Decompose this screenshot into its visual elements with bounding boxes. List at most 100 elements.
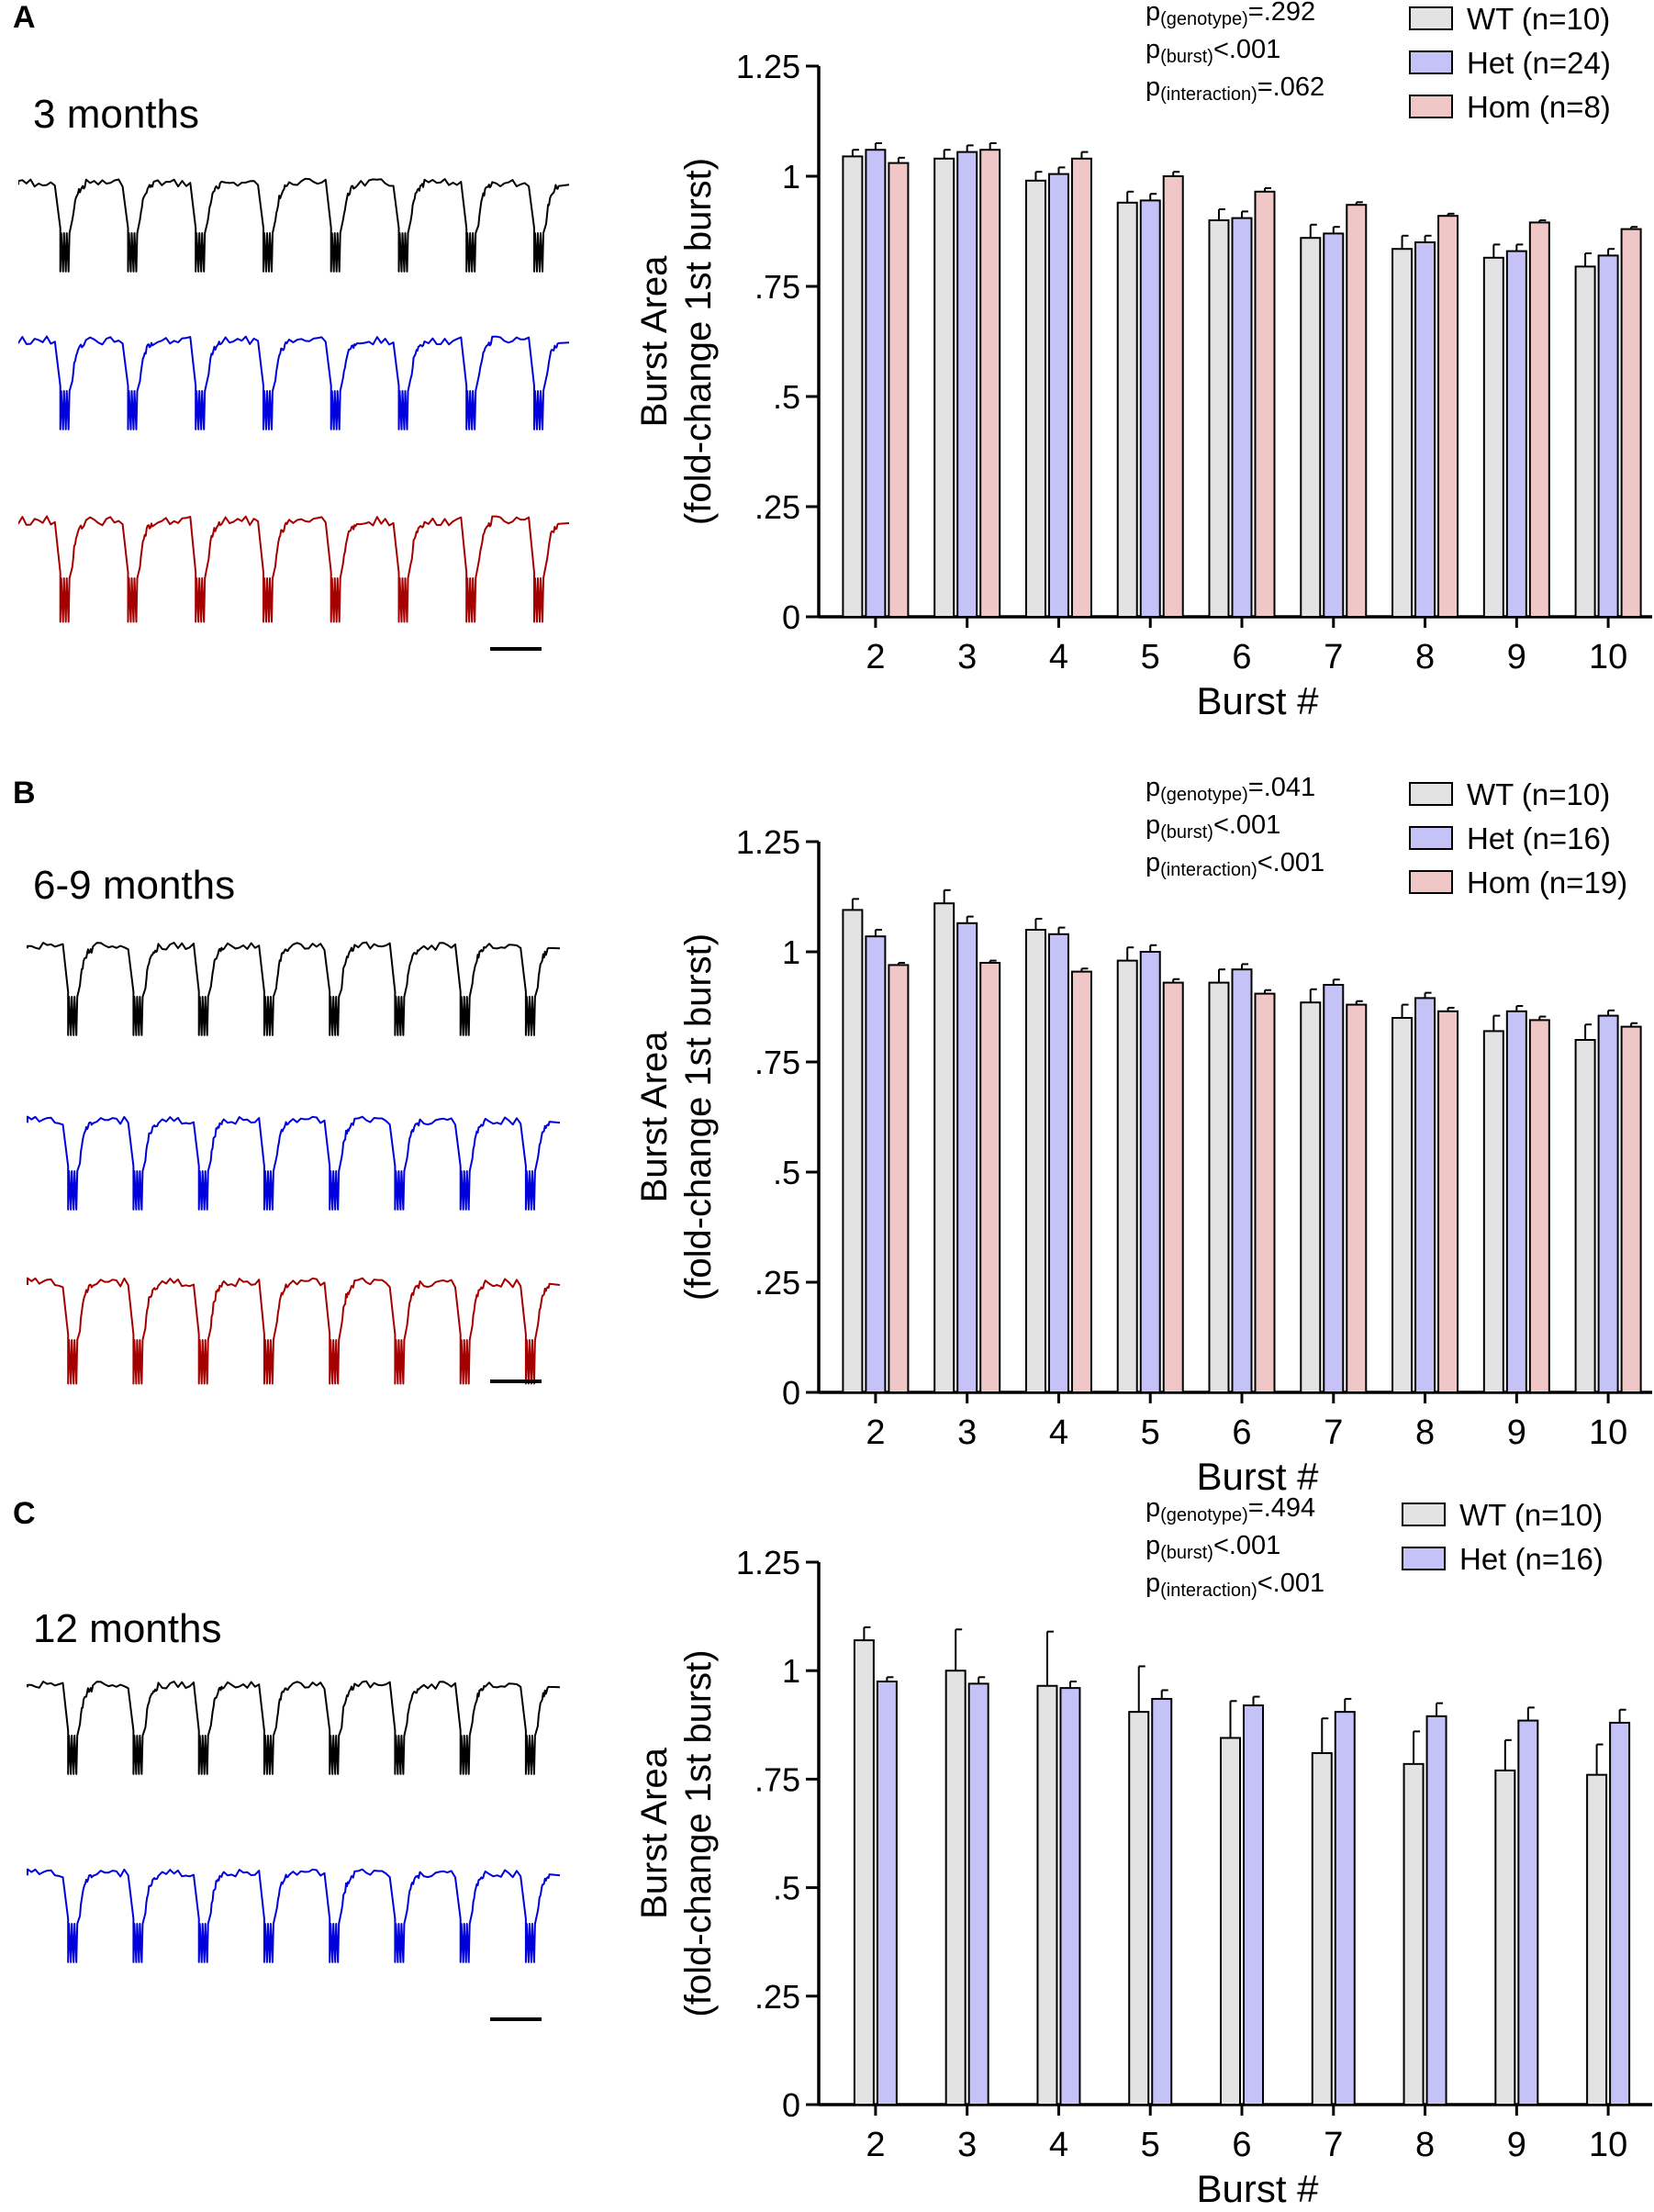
bar-wt — [1311, 1752, 1333, 2106]
trace-hom — [18, 515, 569, 623]
stat-text: p(interaction)<.001 — [1146, 848, 1324, 880]
bar-wt — [1586, 1773, 1608, 2106]
y-axis-label: Burst Area (fold-change 1st burst) — [634, 933, 719, 1301]
y-tick-label: .5 — [773, 378, 800, 416]
y-tick-label: 1.25 — [736, 823, 800, 861]
trace-wt — [27, 1680, 561, 1775]
bar-hom — [1346, 1003, 1368, 1393]
y-tick-label: .25 — [754, 1264, 800, 1302]
age-label: 6-9 months — [33, 863, 236, 908]
age-label: 3 months — [33, 92, 199, 137]
bar-hom — [979, 149, 1001, 618]
x-tick-label: 8 — [1415, 638, 1435, 676]
bar-het — [1505, 250, 1527, 618]
legend-label: Hom (n=19) — [1467, 866, 1627, 899]
legend-swatch-wt — [1409, 782, 1453, 806]
bar-het — [865, 935, 887, 1393]
legend-swatch-het — [1409, 826, 1453, 850]
bar-het — [956, 922, 978, 1394]
legend-label: WT (n=10) — [1459, 1498, 1603, 1532]
bar-het — [1243, 1704, 1264, 2106]
x-axis-label: Burst # — [1196, 679, 1319, 722]
x-tick-label: 8 — [1415, 2126, 1435, 2164]
bar-hom — [1254, 992, 1276, 1393]
x-tick-label: 7 — [1324, 1413, 1343, 1452]
bar-chart-c: Burst Area (fold-change 1st burst) 0 .25 .5.… — [634, 1493, 1652, 2210]
legend-label: Het (n=16) — [1467, 821, 1611, 855]
bar-wt — [1574, 1039, 1596, 1393]
trace-het — [27, 1115, 561, 1211]
stat-text: p(genotype)=.041 — [1146, 773, 1315, 805]
y-tick-label: 1 — [782, 1652, 800, 1690]
bar-wt — [1391, 1017, 1414, 1393]
bar-hom — [1437, 215, 1459, 618]
legend-swatch-hom — [1409, 95, 1453, 118]
bar-het — [1609, 1721, 1631, 2106]
bar-het — [1505, 1010, 1527, 1393]
panel-letter: A — [13, 0, 36, 35]
y-tick-label: .75 — [754, 268, 800, 306]
bar-wt — [944, 1670, 967, 2106]
bar-wt — [1220, 1737, 1241, 2106]
x-tick-label: 2 — [866, 2126, 885, 2164]
bar-wt — [1024, 179, 1046, 619]
bar-hom — [888, 964, 910, 1393]
bar-hom — [1620, 228, 1642, 618]
bar-wt — [1116, 201, 1138, 619]
stat-text: p(interaction)=.062 — [1146, 73, 1324, 105]
y-tick-label: .25 — [754, 488, 800, 526]
bar-hom — [1254, 190, 1276, 619]
x-tick-label: 3 — [957, 1413, 977, 1452]
bar-hom — [1528, 221, 1550, 618]
stat-text: p(burst)<.001 — [1146, 1531, 1280, 1563]
trace-wt — [18, 177, 569, 273]
legend-swatch-wt — [1402, 1503, 1446, 1526]
bar-het — [967, 1682, 989, 2106]
bar-wt — [1300, 237, 1322, 618]
panel-a: A 3 months Burst Area (fold-change 1st bu… — [0, 0, 1654, 753]
y-tick-label: 1.25 — [736, 48, 800, 85]
bar-wt — [842, 909, 864, 1393]
scale-bar — [490, 647, 542, 651]
bar-het — [1323, 232, 1345, 618]
x-tick-label: 5 — [1141, 2126, 1160, 2164]
x-tick-label: 3 — [957, 638, 977, 676]
x-tick-label: 10 — [1589, 1413, 1627, 1452]
bar-chart-b: Burst Area (fold-change 1st burst) 0 .25 .5.… — [634, 773, 1652, 1498]
bar-wt — [842, 155, 864, 618]
x-axis-label: Burst # — [1196, 1455, 1319, 1498]
bar-wt — [1482, 1030, 1504, 1393]
y-tick-label: .75 — [754, 1044, 800, 1081]
bar-wt — [1116, 959, 1138, 1393]
x-tick-label: 10 — [1589, 2126, 1627, 2164]
bar-hom — [979, 962, 1001, 1393]
y-tick-label: .75 — [754, 1760, 800, 1798]
bar-het — [956, 151, 978, 618]
legend-swatch-het — [1402, 1547, 1446, 1570]
legend-label: WT (n=10) — [1467, 777, 1610, 811]
y-tick-label: 1.25 — [736, 1544, 800, 1581]
bar-het — [1047, 173, 1069, 618]
x-tick-label: 7 — [1324, 638, 1343, 676]
x-tick-label: 5 — [1141, 638, 1160, 676]
y-axis-label: Burst Area (fold-change 1st burst) — [634, 158, 719, 525]
bar-hom — [1528, 1019, 1550, 1393]
stat-text: p(burst)<.001 — [1146, 810, 1280, 843]
x-tick-label: 6 — [1232, 1413, 1251, 1452]
bar-het — [876, 1681, 898, 2106]
panel-letter: B — [13, 776, 36, 810]
bar-het — [1151, 1697, 1173, 2106]
bar-het — [1139, 951, 1161, 1393]
bar-wt — [1208, 981, 1230, 1393]
y-tick-label: 0 — [782, 2086, 800, 2124]
trace-wt — [27, 941, 561, 1036]
panel-letter: C — [13, 1496, 36, 1531]
legend-swatch-het — [1409, 50, 1453, 74]
y-axis-label: Burst Area (fold-change 1st burst) — [634, 1649, 719, 2016]
bar-wt — [933, 157, 956, 619]
y-tick-label: .5 — [773, 1154, 800, 1191]
bar-wt — [1128, 1711, 1150, 2106]
x-tick-label: 3 — [957, 2126, 977, 2164]
bar-het — [1414, 997, 1436, 1393]
bar-wt — [1482, 256, 1504, 618]
